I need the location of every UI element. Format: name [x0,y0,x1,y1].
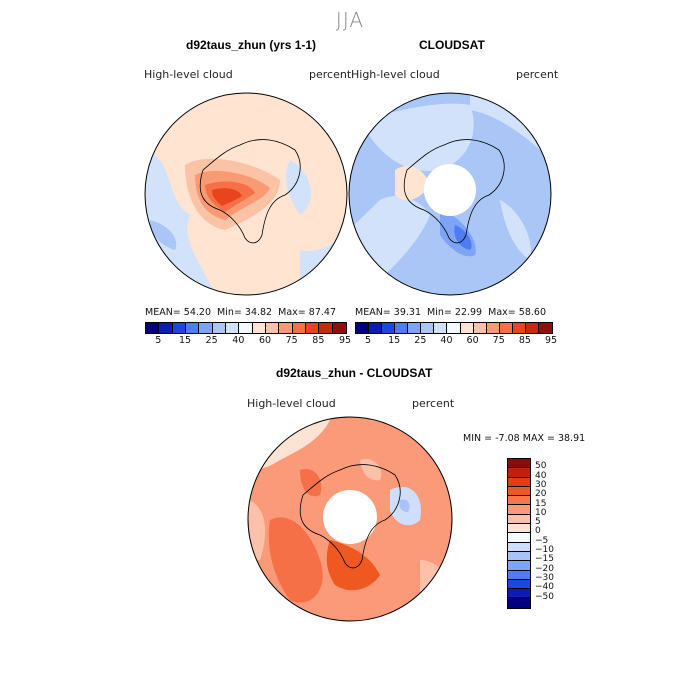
panel3-variable-label: High-level cloud [247,397,336,410]
colorbar-swatch [434,323,448,333]
colorbar-tick-label: 95 [544,335,558,346]
colorbar-swatch [292,323,306,333]
panel1-variable-label: High-level cloud [144,68,233,81]
colorbar-swatch [508,561,530,571]
colorbar-tick-label: 20 [535,489,547,500]
colorbar-swatch [460,323,474,333]
panel2-stats: MEAN= 39.31 Min= 22.99 Max= 58.60 [355,307,546,318]
colorbar-swatch [508,533,530,543]
panel3-units-label: percent [412,397,455,410]
colorbar-swatch [508,524,530,534]
colorbar-swatch [356,323,370,333]
colorbar-swatch [212,323,226,333]
colorbar-swatch [185,323,200,333]
panel1-stats: MEAN= 54.20 Min= 34.82 Max= 87.47 [145,307,336,318]
colorbar-tick-label: 85 [518,335,531,346]
colorbar-tick-label: 40 [535,470,547,481]
panel1-colorbar [145,322,347,334]
colorbar-swatch [508,514,530,525]
colorbar-swatch [408,323,422,333]
colorbar-tick-label: −30 [535,572,554,583]
colorbar-swatch [512,323,526,333]
panel3-colorbar [507,458,531,609]
colorbar-tick-label: 50 [535,461,547,472]
colorbar-tick-label: 15 [388,335,401,346]
colorbar-tick-label: −20 [535,563,554,574]
colorbar-tick-label: 95 [338,335,352,346]
colorbar-tick-label: 5 [365,335,372,346]
colorbar-tick-label: 15 [535,498,547,509]
panel3-minmax: MIN = -7.08 MAX = 38.91 [463,433,586,444]
colorbar-swatch [305,323,320,333]
colorbar-swatch [369,323,383,333]
colorbar-swatch [508,589,530,599]
colorbar-swatch [159,323,173,333]
colorbar-swatch [508,477,530,487]
colorbar-swatch [225,323,240,333]
colorbar-tick-label: 25 [414,335,427,346]
colorbar-tick-label: 60 [258,335,272,346]
colorbar-swatch [332,323,346,333]
panel2-colorbar [355,322,553,334]
colorbar-swatch [538,323,552,333]
colorbar-tick-label: 5 [155,335,162,346]
colorbar-swatch [508,496,530,506]
panel2-title: CLOUDSAT [419,38,485,52]
colorbar-swatch [486,323,500,333]
colorbar-swatch [508,598,530,608]
colorbar-tick-label: 85 [312,335,325,346]
colorbar-swatch [508,468,530,478]
colorbar-swatch [473,323,487,333]
colorbar-swatch [508,486,530,497]
colorbar-swatch [239,323,253,333]
colorbar-tick-label: −5 [535,535,549,546]
colorbar-tick-label: 75 [285,335,298,346]
colorbar-swatch [382,323,396,333]
colorbar-swatch [199,323,213,333]
colorbar-swatch [265,323,280,333]
colorbar-tick-label: 25 [205,335,218,346]
colorbar-swatch [525,323,539,333]
panel1-units-label: percent [309,68,352,81]
colorbar-tick-label: 15 [178,335,192,346]
colorbar-tick-label: 0 [535,526,541,537]
panel3-colorbar-ticks: 50 40 30 20 15 10 5 0 −5 −10 −15 −20 −30 −40 −50 [535,458,575,618]
colorbar-tick-label: 40 [232,335,245,346]
colorbar-swatch [172,323,186,333]
colorbar-swatch [319,323,333,333]
colorbar-swatch [508,542,530,552]
colorbar-tick-label: 5 [535,517,541,528]
colorbar-tick-label: 10 [535,507,547,518]
panel2-colorbar-ticks: 5 15 25 40 60 75 85 95 [355,335,557,347]
panel2-variable-label: High-level cloud [351,68,440,81]
colorbar-tick-label: −50 [535,591,554,602]
colorbar-tick-label: 30 [535,479,547,490]
colorbar-swatch [499,323,513,333]
colorbar-swatch [508,505,530,515]
colorbar-tick-label: 60 [466,335,479,346]
colorbar-swatch [279,323,293,333]
colorbar-tick-label: −15 [535,554,554,565]
panel1-colorbar-ticks: 5 15 25 40 60 75 85 95 [145,335,351,347]
colorbar-tick-label: −10 [535,545,554,555]
colorbar-tick-label: 40 [440,335,453,346]
colorbar-swatch [395,323,409,333]
panel2-units-label: percent [516,68,559,81]
colorbar-swatch [146,323,160,333]
colorbar-swatch [508,551,530,562]
season-title: JJA [335,8,365,32]
colorbar-swatch [252,323,266,333]
colorbar-swatch [421,323,435,333]
panel3-title: d92taus_zhun - CLOUDSAT [276,366,433,380]
colorbar-tick-label: −40 [535,582,554,593]
colorbar-swatch [508,579,530,590]
colorbar-swatch [508,459,530,469]
panel1-title: d92taus_zhun (yrs 1-1) [186,38,317,52]
colorbar-swatch [508,570,530,580]
colorbar-swatch [447,323,461,333]
colorbar-tick-label: 75 [492,335,505,346]
